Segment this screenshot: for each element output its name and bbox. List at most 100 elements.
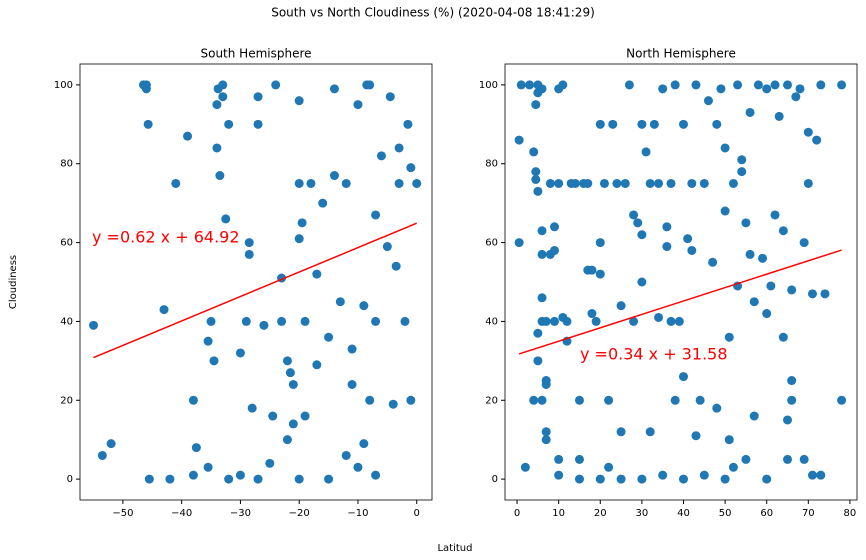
point [770, 210, 780, 220]
point [574, 395, 584, 405]
point [541, 316, 551, 326]
point [406, 163, 416, 173]
point [654, 312, 664, 322]
point [737, 155, 747, 165]
point [599, 178, 609, 188]
point [778, 332, 788, 342]
point [382, 242, 392, 252]
point [215, 171, 225, 181]
x-tick-label: 10 [552, 508, 565, 519]
point [712, 119, 722, 129]
point [347, 344, 357, 354]
point [749, 411, 759, 421]
point [633, 218, 643, 228]
point [406, 395, 416, 405]
point [529, 395, 539, 405]
point [203, 336, 213, 346]
x-tick-label: 80 [844, 508, 857, 519]
point [737, 167, 747, 177]
point [637, 230, 647, 240]
point [678, 474, 688, 484]
point [537, 395, 547, 405]
point [294, 234, 304, 244]
point [554, 178, 564, 188]
point [318, 198, 328, 208]
point [203, 462, 213, 472]
point [645, 427, 655, 437]
suptitle: South vs North Cloudiness (%) (2020-04-0… [271, 6, 595, 20]
point [403, 119, 413, 129]
point [224, 474, 234, 484]
point [516, 80, 526, 90]
point [514, 238, 524, 248]
point [235, 348, 245, 358]
point [212, 143, 222, 153]
point [394, 178, 404, 188]
point [766, 281, 776, 291]
point [294, 178, 304, 188]
point [537, 84, 547, 94]
y-tick-label: 40 [485, 316, 498, 327]
x-tick-label: −10 [347, 508, 368, 519]
point [687, 245, 697, 255]
point [837, 80, 847, 90]
point [629, 316, 639, 326]
point [324, 332, 334, 342]
point [649, 119, 659, 129]
point [787, 395, 797, 405]
point [244, 238, 254, 248]
point [745, 249, 755, 259]
point [545, 178, 555, 188]
point [359, 301, 369, 311]
point [143, 119, 153, 129]
point [783, 454, 793, 464]
point [106, 439, 116, 449]
point [816, 470, 826, 480]
point [97, 450, 107, 460]
point [359, 439, 369, 449]
point [595, 119, 605, 129]
point [391, 261, 401, 271]
point [787, 285, 797, 295]
point [587, 265, 597, 275]
point [745, 107, 755, 117]
point [312, 269, 322, 279]
point [770, 80, 780, 90]
point [658, 470, 668, 480]
point [285, 368, 295, 378]
point [550, 316, 560, 326]
point [347, 379, 357, 389]
point [691, 431, 701, 441]
point [608, 119, 618, 129]
point [795, 84, 805, 94]
point [253, 474, 263, 484]
point [191, 443, 201, 453]
point [300, 316, 310, 326]
point [695, 395, 705, 405]
point [554, 454, 564, 464]
point [683, 234, 693, 244]
point [670, 395, 680, 405]
point [531, 175, 541, 185]
point [616, 427, 626, 437]
y-tick-label: 0 [67, 474, 73, 485]
point [353, 462, 363, 472]
point [253, 92, 263, 102]
regression-equation: y =0.34 x + 31.58 [580, 345, 728, 364]
point [268, 411, 278, 421]
point [787, 376, 797, 386]
regression-line [518, 249, 842, 355]
point [666, 316, 676, 326]
point [807, 289, 817, 299]
point [159, 305, 169, 315]
point [595, 474, 605, 484]
point [400, 316, 410, 326]
point [574, 474, 584, 484]
point [529, 147, 539, 157]
y-tick-label: 20 [60, 395, 73, 406]
point [247, 403, 257, 413]
y-tick-label: 80 [60, 159, 73, 170]
point [658, 84, 668, 94]
point [708, 257, 718, 267]
